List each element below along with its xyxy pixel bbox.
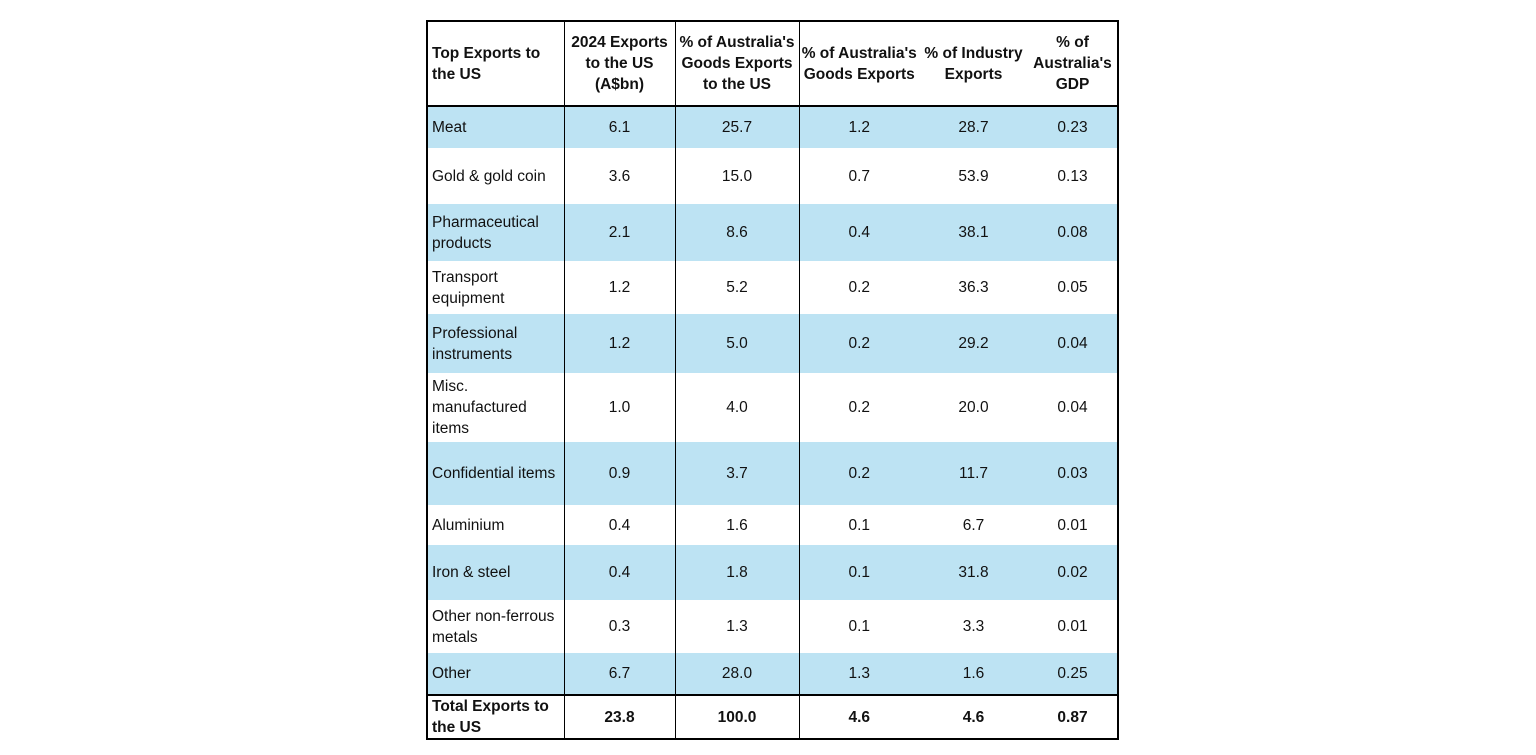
row-label: Gold & gold coin (427, 148, 565, 204)
table-row: Gold & gold coin 3.6 15.0 0.7 53.9 0.13 (427, 148, 1118, 204)
table-row: Meat 6.1 25.7 1.2 28.7 0.23 (427, 106, 1118, 148)
cell-pct-us: 4.0 (675, 373, 800, 442)
header-row: Top Exports to the US 2024 Exports to th… (427, 21, 1118, 107)
cell-exports: 3.6 (564, 148, 676, 204)
table-row: Misc. manufactured items 1.0 4.0 0.2 20.… (427, 373, 1118, 442)
header-2024-exports: 2024 Exports to the US (A$bn) (564, 21, 676, 107)
cell-pct-goods: 0.2 (799, 442, 919, 505)
cell-pct-industry: 28.7 (919, 106, 1028, 148)
cell-pct-gdp: 0.13 (1057, 167, 1088, 185)
row-label: Iron & steel (427, 545, 565, 600)
header-top-exports: Top Exports to the US (427, 21, 565, 107)
cell-pct-us: 3.7 (675, 442, 800, 505)
cell-pct-us: 28.0 (675, 653, 800, 695)
table-row: Other 6.7 28.0 1.3 1.6 0.25 (427, 653, 1118, 695)
total-pct-gdp: 0.87 (1028, 694, 1118, 739)
total-pct-industry: 4.6 (919, 694, 1028, 739)
cell-exports: 0.9 (564, 442, 676, 505)
cell-pct-us: 5.2 (675, 261, 800, 314)
total-pct-goods: 4.6 (799, 694, 919, 739)
cell-exports: 1.2 (564, 314, 676, 373)
cell-pct-goods: 0.1 (799, 545, 919, 600)
cell-pct-gdp: 0.04 (1028, 314, 1118, 373)
cell-pct-gdp: 0.01 (1057, 618, 1088, 635)
cell-exports: 6.1 (564, 106, 676, 148)
cell-pct-us: 5.0 (675, 314, 800, 373)
total-label: Total Exports to the US (427, 694, 565, 739)
cell-pct-industry: 6.7 (962, 516, 985, 534)
header-pct-industry-exports: % of Industry Exports (919, 21, 1028, 107)
total-pct-us: 100.0 (675, 694, 800, 739)
cell-pct-industry: 3.3 (962, 618, 985, 635)
cell-exports: 0.3 (564, 600, 676, 653)
cell-pct-industry: 36.3 (958, 279, 989, 296)
cell-exports: 2.1 (564, 204, 676, 261)
row-label: Other non-ferrous metals (427, 600, 565, 653)
cell-exports: 1.2 (564, 261, 676, 314)
cell-pct-us: 25.7 (675, 106, 800, 148)
cell-pct-gdp: 0.01 (1057, 516, 1088, 534)
exports-table: Top Exports to the US 2024 Exports to th… (426, 20, 1119, 740)
total-row: Total Exports to the US 23.8 100.0 4.6 4… (427, 694, 1118, 739)
table-row: Professional instruments 1.2 5.0 0.2 29.… (427, 314, 1118, 373)
table-row: Iron & steel 0.4 1.8 0.1 31.8 0.02 (427, 545, 1118, 600)
table-row: Other non-ferrous metals 0.3 1.3 0.1 3.3… (427, 600, 1118, 653)
cell-pct-industry: 1.6 (919, 653, 1028, 695)
row-label: Professional instruments (427, 314, 565, 373)
cell-pct-goods: 0.4 (799, 204, 919, 261)
cell-pct-gdp: 0.04 (1057, 399, 1088, 416)
cell-pct-goods: 0.1 (848, 516, 871, 534)
cell-exports: 0.4 (564, 545, 676, 600)
cell-pct-goods: 1.2 (799, 106, 919, 148)
cell-pct-us: 1.8 (675, 545, 800, 600)
table-row: Aluminium 0.4 1.6 0.1 6.7 0.01 (427, 505, 1118, 545)
row-label: Other (427, 653, 565, 695)
cell-pct-gdp: 0.23 (1028, 106, 1118, 148)
cell-pct-industry: 29.2 (919, 314, 1028, 373)
header-pct-goods-exports: % of Australia's Goods Exports (799, 21, 919, 107)
cell-pct-goods: 0.1 (848, 618, 871, 635)
cell-pct-us: 1.3 (675, 600, 800, 653)
table-row: Pharmaceutical products 2.1 8.6 0.4 38.1… (427, 204, 1118, 261)
cell-pct-gdp: 0.03 (1028, 442, 1118, 505)
row-label: Transport equipment (427, 261, 565, 314)
cell-pct-industry: 20.0 (958, 399, 989, 416)
cell-pct-industry: 31.8 (919, 545, 1028, 600)
cell-pct-industry: 38.1 (919, 204, 1028, 261)
cell-pct-goods: 0.2 (799, 314, 919, 373)
cell-exports: 0.4 (564, 505, 676, 545)
row-label: Pharmaceutical products (427, 204, 565, 261)
row-label: Confidential items (427, 442, 565, 505)
cell-pct-gdp: 0.08 (1028, 204, 1118, 261)
cell-exports: 6.7 (564, 653, 676, 695)
row-label: Misc. manufactured items (427, 373, 565, 442)
cell-pct-us: 15.0 (675, 148, 800, 204)
cell-pct-goods: 0.2 (848, 279, 871, 296)
cell-pct-gdp: 0.25 (1028, 653, 1118, 695)
row-label: Aluminium (427, 505, 565, 545)
cell-pct-industry: 11.7 (919, 442, 1028, 505)
cell-pct-gdp: 0.05 (1057, 279, 1088, 296)
cell-pct-goods: 1.3 (799, 653, 919, 695)
header-pct-gdp: % of Australia's GDP (1028, 21, 1118, 107)
cell-exports: 1.0 (564, 373, 676, 442)
cell-pct-industry: 53.9 (958, 167, 989, 185)
cell-pct-goods: 0.2 (848, 399, 871, 416)
row-label: Meat (427, 106, 565, 148)
table-row: Transport equipment 1.2 5.2 0.2 36.3 0.0… (427, 261, 1118, 314)
total-exports: 23.8 (564, 694, 676, 739)
cell-pct-us: 8.6 (675, 204, 800, 261)
cell-pct-goods: 0.7 (848, 167, 871, 185)
cell-pct-us: 1.6 (675, 505, 800, 545)
cell-pct-gdp: 0.02 (1028, 545, 1118, 600)
header-pct-goods-exports-us: % of Australia's Goods Exports to the US (675, 21, 800, 107)
table-row: Confidential items 0.9 3.7 0.2 11.7 0.03 (427, 442, 1118, 505)
